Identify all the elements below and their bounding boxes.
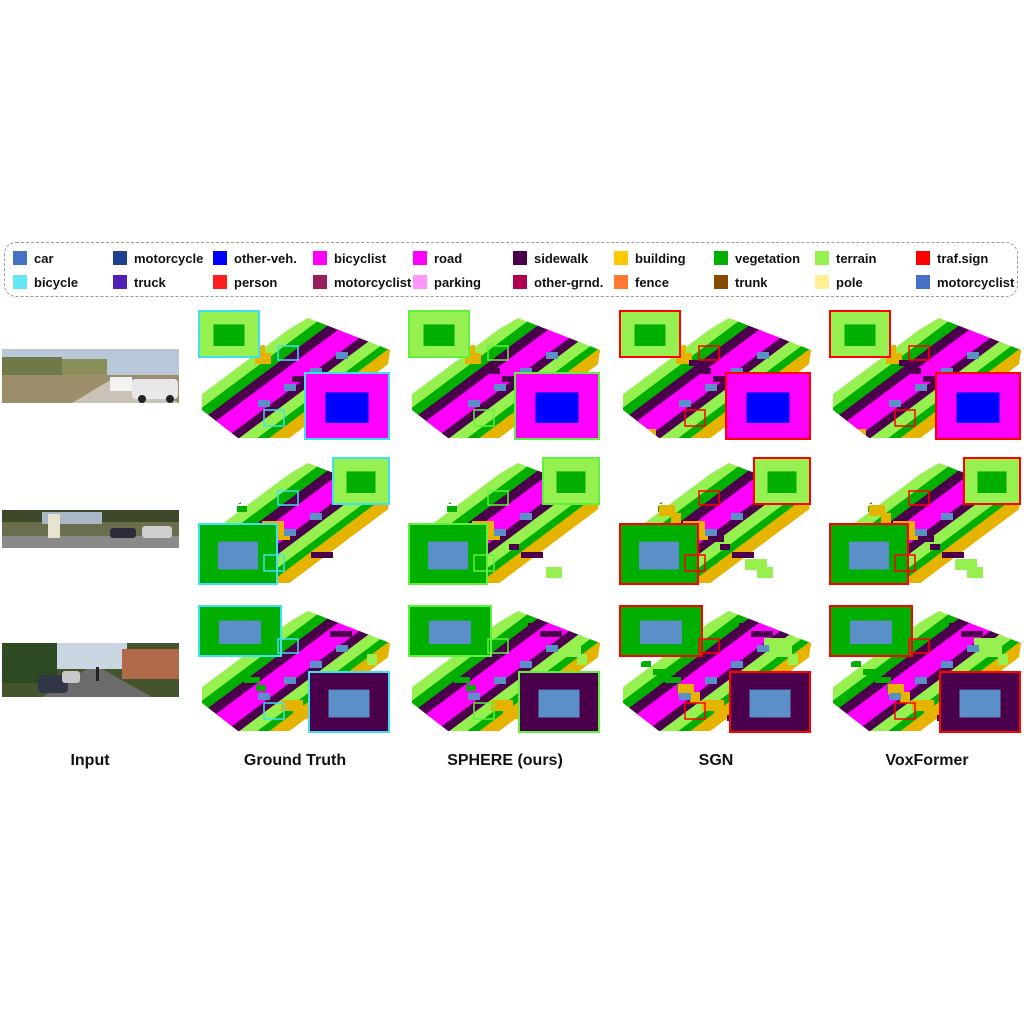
voxformer-scene-graphic — [829, 310, 1021, 440]
sgn-scene-graphic — [619, 457, 811, 585]
legend-item-road: road — [413, 249, 462, 267]
legend-label: truck — [134, 274, 166, 290]
legend-item-vegetation: vegetation — [714, 249, 800, 267]
ground-truth-scene-graphic — [198, 310, 390, 440]
legend-label: other-veh. — [234, 250, 297, 266]
legend-swatch — [113, 275, 127, 289]
legend-label: vegetation — [735, 250, 801, 266]
legend-swatch — [815, 251, 829, 265]
voxformer-result-row-2 — [829, 455, 1023, 587]
legend-label: pole — [836, 274, 863, 290]
legend-item-car: car — [13, 249, 54, 267]
voxformer-scene-graphic — [829, 605, 1021, 733]
legend: car motorcycle other-veh. bicyclist road side… — [4, 242, 1018, 297]
legend-swatch — [714, 251, 728, 265]
legend-swatch — [513, 275, 527, 289]
sphere-scene-graphic — [408, 310, 600, 440]
sphere-result-row-3 — [408, 603, 602, 735]
sgn-result-row-3 — [619, 603, 813, 735]
column-label-ground-truth: Ground Truth — [243, 752, 347, 769]
legend-item-motorcyclist: motorcyclist — [916, 273, 1014, 291]
sgn-result-row-1 — [619, 310, 813, 442]
ground-truth-result-row-1 — [198, 310, 392, 442]
legend-swatch — [815, 275, 829, 289]
legend-swatch — [513, 251, 527, 265]
ground-truth-result-row-3 — [198, 603, 392, 735]
sphere-result-row-2 — [408, 455, 602, 587]
legend-swatch — [13, 251, 27, 265]
sphere-scene-graphic — [408, 457, 600, 585]
legend-swatch — [313, 275, 327, 289]
legend-label: terrain — [836, 250, 877, 266]
input-image-row-3 — [2, 643, 179, 697]
legend-swatch — [413, 275, 427, 289]
legend-label: fence — [635, 274, 669, 290]
legend-item-terrain: terrain — [815, 249, 876, 267]
legend-item-motorcyclist: motorcyclist — [313, 273, 411, 291]
sgn-scene-graphic — [619, 310, 811, 440]
voxformer-result-row-1 — [829, 310, 1023, 442]
legend-swatch — [313, 251, 327, 265]
legend-label: car — [34, 250, 54, 266]
legend-item-parking: parking — [413, 273, 481, 291]
legend-item-other-grnd-: other-grnd. — [513, 273, 603, 291]
legend-swatch — [614, 275, 628, 289]
legend-label: road — [434, 250, 463, 266]
legend-label: parking — [434, 274, 481, 290]
column-label-sphere: SPHERE (ours) — [447, 752, 563, 769]
legend-swatch — [113, 251, 127, 265]
legend-label: trunk — [735, 274, 768, 290]
ground-truth-scene-graphic — [198, 457, 390, 585]
legend-label: motorcycle — [134, 250, 204, 266]
sgn-scene-graphic — [619, 605, 811, 733]
legend-label: other-grnd. — [534, 274, 604, 290]
ground-truth-result-row-2 — [198, 455, 392, 587]
column-label-voxformer: VoxFormer — [885, 752, 969, 769]
sphere-scene-graphic — [408, 605, 600, 733]
legend-swatch — [213, 275, 227, 289]
legend-item-bicycle: bicycle — [13, 273, 78, 291]
legend-swatch — [213, 251, 227, 265]
legend-swatch — [714, 275, 728, 289]
legend-item-bicyclist: bicyclist — [313, 249, 386, 267]
legend-item-pole: pole — [815, 273, 863, 291]
sgn-result-row-2 — [619, 455, 813, 587]
legend-label: motorcyclist — [334, 274, 412, 290]
legend-item-sidewalk: sidewalk — [513, 249, 588, 267]
voxformer-result-row-3 — [829, 603, 1023, 735]
ground-truth-scene-graphic — [198, 605, 390, 733]
legend-item-building: building — [614, 249, 686, 267]
input-image-row-2 — [2, 510, 179, 548]
legend-item-person: person — [213, 273, 277, 291]
legend-item-truck: truck — [113, 273, 166, 291]
legend-swatch — [916, 275, 930, 289]
legend-item-traf-sign: traf.sign — [916, 249, 988, 267]
legend-label: person — [234, 274, 278, 290]
legend-label: sidewalk — [534, 250, 589, 266]
legend-label: bicyclist — [334, 250, 387, 266]
legend-item-trunk: trunk — [714, 273, 768, 291]
legend-item-fence: fence — [614, 273, 669, 291]
legend-swatch — [916, 251, 930, 265]
legend-label: traf.sign — [937, 250, 989, 266]
legend-label: bicycle — [34, 274, 79, 290]
legend-label: building — [635, 250, 686, 266]
legend-swatch — [413, 251, 427, 265]
legend-item-other-veh-: other-veh. — [213, 249, 297, 267]
legend-label: motorcyclist — [937, 274, 1015, 290]
legend-swatch — [13, 275, 27, 289]
input-image-row-1 — [2, 349, 179, 403]
legend-item-motorcycle: motorcycle — [113, 249, 203, 267]
legend-swatch — [614, 251, 628, 265]
voxformer-scene-graphic — [829, 457, 1021, 585]
column-label-sgn: SGN — [698, 752, 734, 769]
column-label-input: Input — [70, 752, 110, 769]
sphere-result-row-1 — [408, 310, 602, 442]
